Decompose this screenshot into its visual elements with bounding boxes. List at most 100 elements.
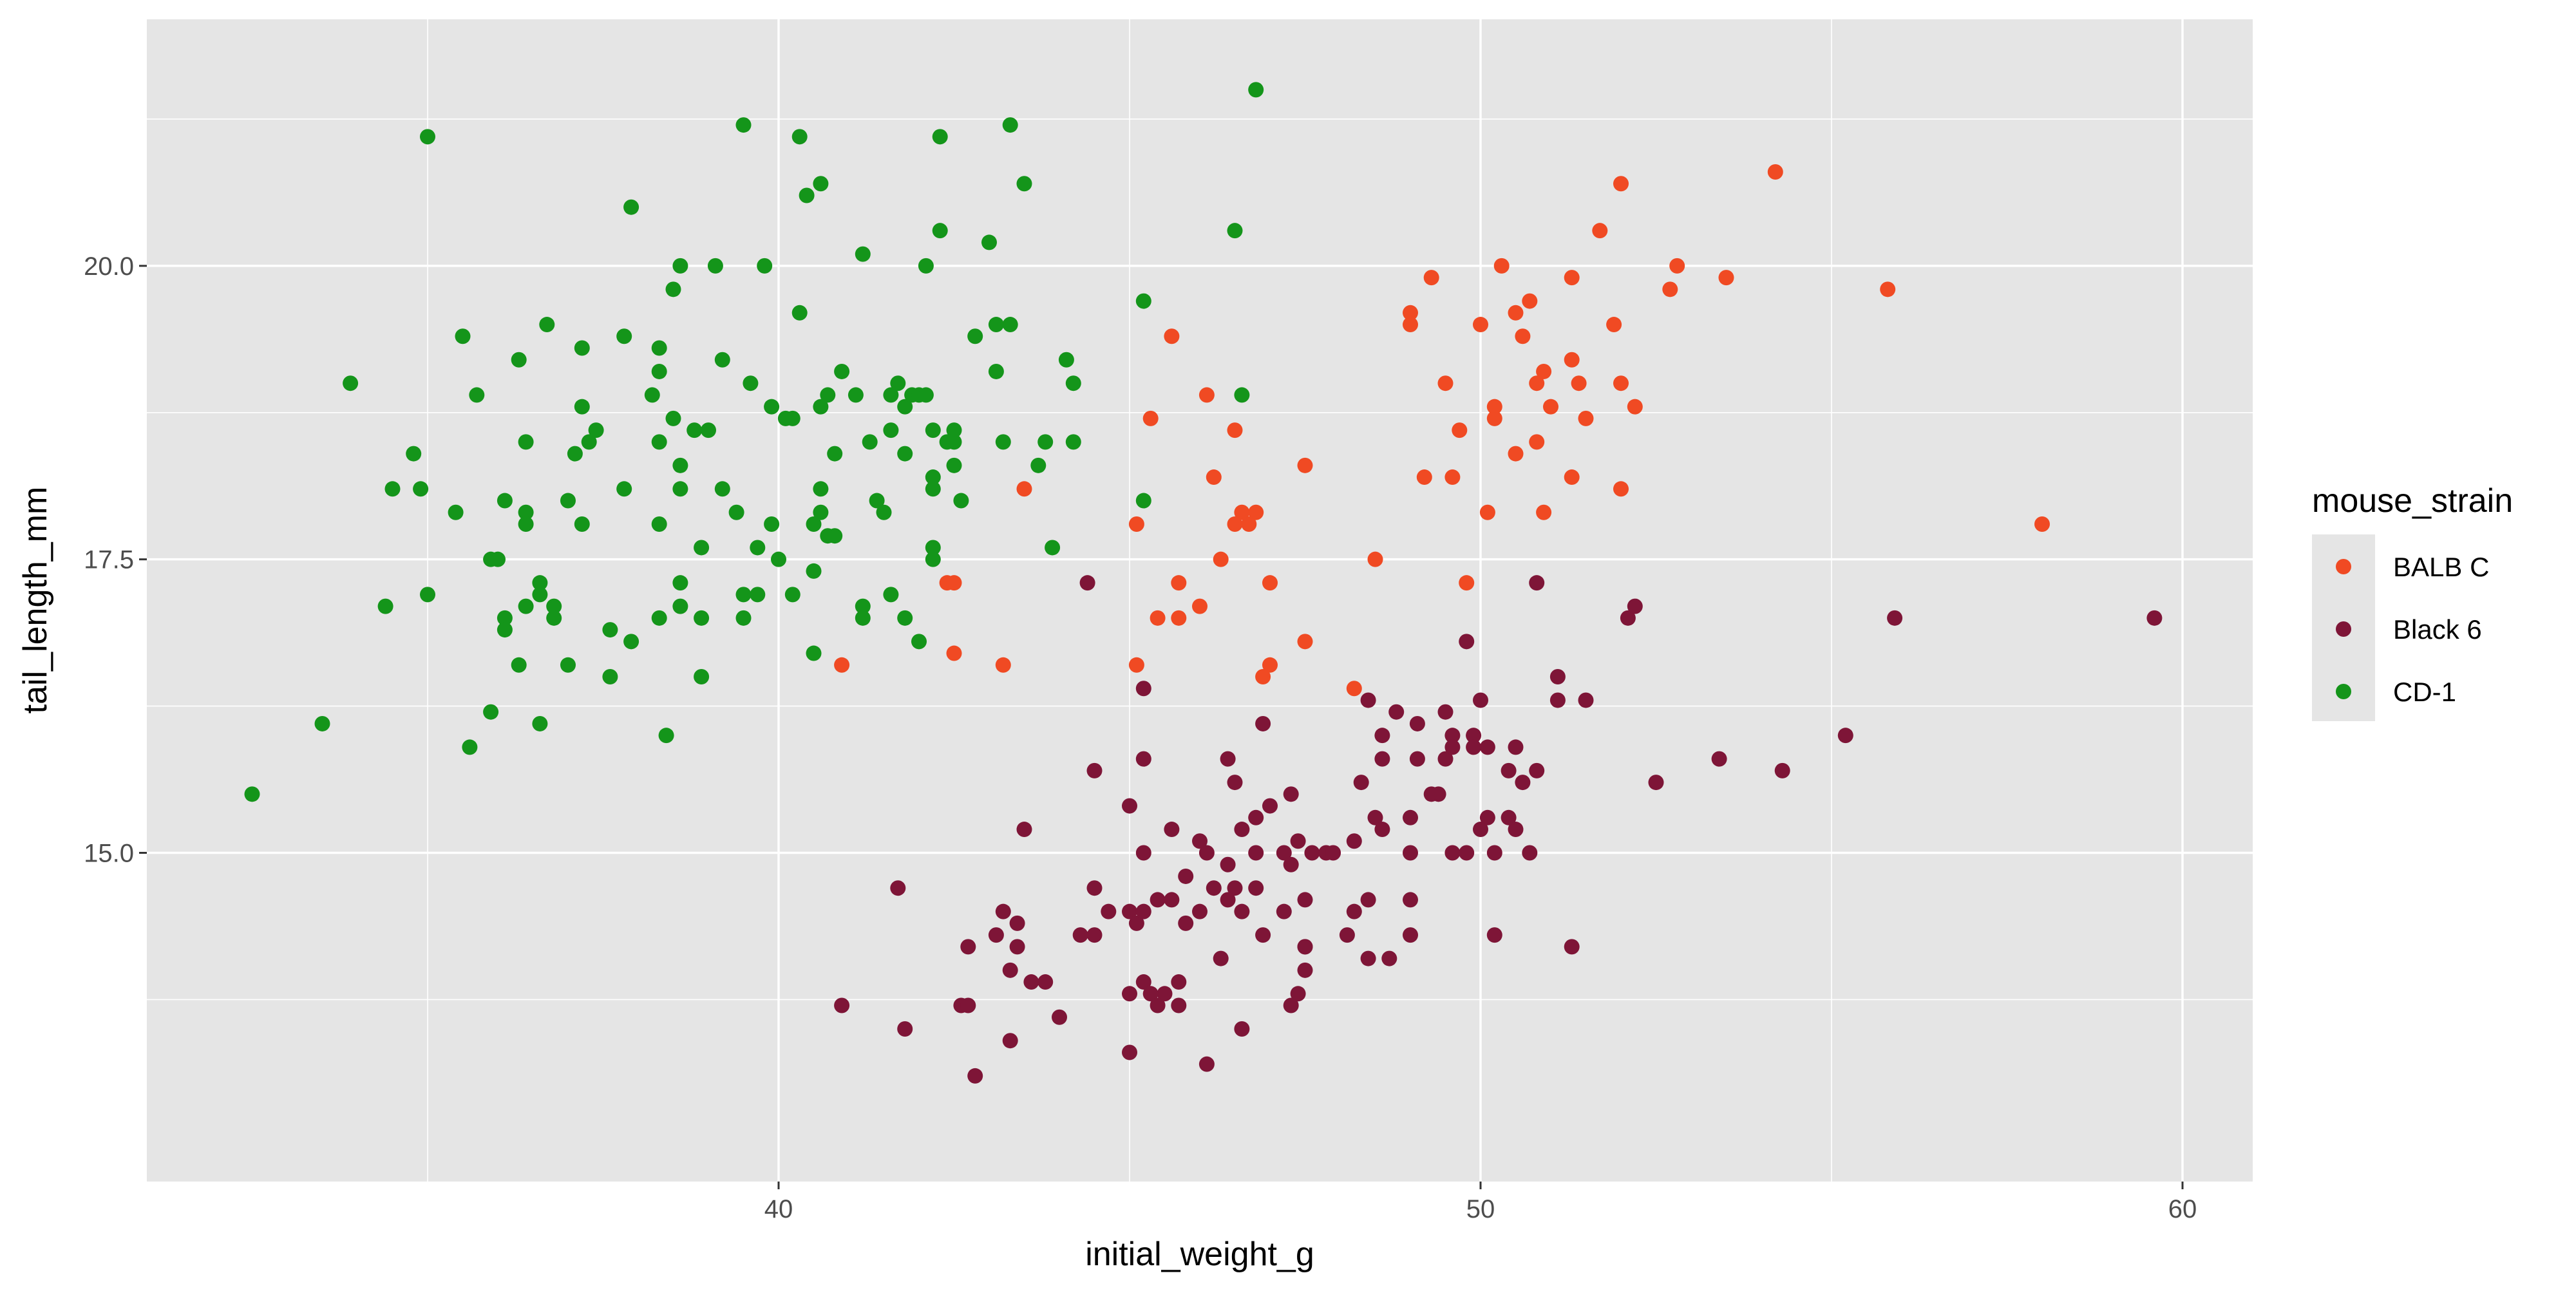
data-point-cd-1 bbox=[694, 610, 710, 626]
data-point-cd-1 bbox=[651, 516, 667, 532]
data-point-balb-c bbox=[2034, 516, 2050, 532]
data-point-cd-1 bbox=[735, 117, 752, 133]
data-point-cd-1 bbox=[623, 634, 639, 650]
data-point-black-6 bbox=[1009, 915, 1025, 931]
data-point-cd-1 bbox=[883, 587, 899, 603]
legend-label: CD-1 bbox=[2393, 677, 2456, 707]
data-point-black-6 bbox=[1283, 997, 1299, 1013]
data-point-cd-1 bbox=[925, 422, 941, 438]
data-point-black-6 bbox=[1887, 610, 1903, 626]
data-point-balb-c bbox=[1564, 469, 1580, 485]
data-point-cd-1 bbox=[518, 504, 534, 520]
x-tick-label: 50 bbox=[1466, 1195, 1495, 1223]
data-point-black-6 bbox=[1002, 1033, 1018, 1049]
data-point-cd-1 bbox=[981, 234, 997, 250]
data-point-black-6 bbox=[1437, 751, 1454, 767]
data-point-cd-1 bbox=[855, 246, 871, 262]
data-point-balb-c bbox=[1416, 469, 1432, 485]
data-point-black-6 bbox=[1213, 950, 1229, 966]
data-point-cd-1 bbox=[757, 258, 773, 274]
data-point-cd-1 bbox=[1135, 493, 1151, 509]
data-point-cd-1 bbox=[855, 598, 871, 614]
data-point-black-6 bbox=[1178, 915, 1194, 931]
data-point-cd-1 bbox=[827, 446, 843, 462]
data-point-cd-1 bbox=[897, 610, 913, 626]
data-point-balb-c bbox=[1227, 516, 1243, 532]
data-point-black-6 bbox=[1157, 986, 1173, 1002]
data-point-cd-1 bbox=[897, 446, 913, 462]
data-point-black-6 bbox=[1086, 880, 1103, 896]
data-point-black-6 bbox=[1444, 845, 1461, 861]
data-point-cd-1 bbox=[497, 493, 513, 509]
data-point-cd-1 bbox=[918, 387, 934, 403]
data-point-cd-1 bbox=[791, 129, 808, 145]
data-point-cd-1 bbox=[1248, 82, 1264, 98]
data-point-cd-1 bbox=[862, 434, 878, 450]
data-point-cd-1 bbox=[413, 481, 429, 497]
data-point-cd-1 bbox=[1227, 223, 1243, 239]
data-point-cd-1 bbox=[651, 340, 667, 356]
data-point-cd-1 bbox=[384, 481, 401, 497]
data-point-black-6 bbox=[1297, 939, 1313, 955]
data-point-balb-c bbox=[1578, 410, 1594, 426]
data-point-black-6 bbox=[1198, 1056, 1215, 1072]
data-point-balb-c bbox=[1016, 481, 1032, 497]
data-point-cd-1 bbox=[602, 622, 618, 638]
data-point-cd-1 bbox=[813, 481, 829, 497]
data-point-balb-c bbox=[1486, 410, 1502, 426]
data-point-black-6 bbox=[1135, 845, 1151, 861]
data-point-cd-1 bbox=[714, 481, 730, 497]
data-point-balb-c bbox=[1227, 422, 1243, 438]
data-point-cd-1 bbox=[602, 669, 618, 685]
data-point-balb-c bbox=[1536, 504, 1552, 520]
data-point-black-6 bbox=[1164, 822, 1180, 838]
legend-key-balb-c bbox=[2336, 559, 2351, 574]
y-tick-label: 17.5 bbox=[84, 546, 134, 574]
data-point-black-6 bbox=[1192, 903, 1208, 919]
data-point-black-6 bbox=[960, 997, 976, 1013]
data-point-black-6 bbox=[1515, 775, 1531, 791]
data-point-cd-1 bbox=[897, 399, 913, 415]
legend: mouse_strain BALB C Black 6 CD-1 bbox=[2312, 482, 2513, 721]
x-tick-label: 40 bbox=[764, 1195, 793, 1223]
data-point-cd-1 bbox=[784, 587, 800, 603]
data-point-cd-1 bbox=[714, 352, 730, 368]
data-point-black-6 bbox=[1711, 751, 1727, 767]
data-point-black-6 bbox=[995, 903, 1011, 919]
data-point-balb-c bbox=[1403, 317, 1418, 333]
data-point-cd-1 bbox=[532, 575, 548, 591]
data-point-cd-1 bbox=[483, 704, 499, 720]
data-point-cd-1 bbox=[567, 446, 583, 462]
data-point-black-6 bbox=[1255, 927, 1271, 943]
data-point-balb-c bbox=[1662, 281, 1678, 297]
data-point-black-6 bbox=[1234, 822, 1250, 838]
data-point-balb-c bbox=[1486, 399, 1502, 415]
data-point-black-6 bbox=[1403, 927, 1418, 943]
data-point-black-6 bbox=[1774, 762, 1790, 778]
data-point-cd-1 bbox=[1016, 176, 1032, 192]
data-point-cd-1 bbox=[497, 610, 513, 626]
data-point-cd-1 bbox=[490, 551, 506, 567]
data-point-black-6 bbox=[1164, 892, 1180, 908]
data-point-cd-1 bbox=[694, 540, 710, 556]
data-point-cd-1 bbox=[925, 481, 941, 497]
data-point-balb-c bbox=[1142, 410, 1159, 426]
data-point-cd-1 bbox=[244, 786, 260, 802]
data-point-cd-1 bbox=[560, 493, 576, 509]
data-point-black-6 bbox=[1403, 845, 1418, 861]
data-point-black-6 bbox=[1255, 715, 1271, 731]
data-point-cd-1 bbox=[546, 598, 562, 614]
data-point-black-6 bbox=[1150, 997, 1166, 1013]
x-axis: 40 50 60 bbox=[764, 1182, 2197, 1223]
data-point-cd-1 bbox=[876, 504, 892, 520]
data-point-balb-c bbox=[1128, 516, 1144, 532]
data-point-cd-1 bbox=[560, 657, 576, 673]
data-point-cd-1 bbox=[694, 669, 710, 685]
data-point-balb-c bbox=[1515, 328, 1531, 344]
data-point-cd-1 bbox=[455, 328, 471, 344]
data-point-cd-1 bbox=[546, 610, 562, 626]
data-point-black-6 bbox=[1479, 809, 1495, 825]
data-point-black-6 bbox=[1459, 845, 1475, 861]
data-point-cd-1 bbox=[799, 187, 815, 203]
